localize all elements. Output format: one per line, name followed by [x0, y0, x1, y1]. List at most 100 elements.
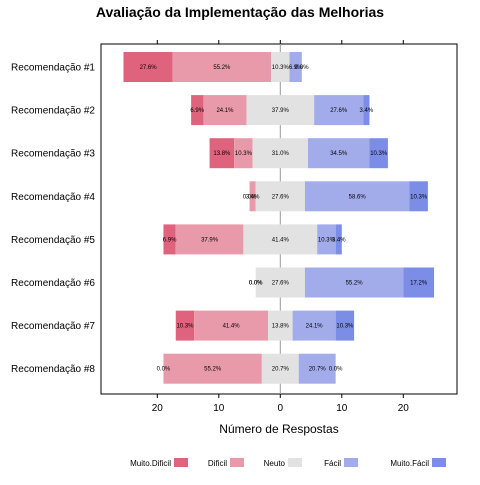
bar-segment — [363, 95, 370, 126]
category-label: Recomendação #3 — [11, 149, 95, 160]
legend-label: Muito.Fácil — [390, 459, 429, 468]
data-label: 10.3% — [235, 151, 253, 157]
data-label: 0.0% — [243, 194, 257, 200]
data-label: 58.6% — [349, 194, 367, 200]
data-label: 3.4% — [246, 194, 260, 200]
data-label: 3.4% — [360, 108, 374, 114]
bar-segment — [261, 353, 299, 384]
category-labels-layer: Recomendação #1 Recomendação #2 Recomendaç… — [11, 63, 95, 376]
legend-label: Dificil — [208, 459, 227, 468]
category-label: Recomendação #4 — [11, 192, 95, 203]
data-label: 10.3% — [410, 194, 428, 200]
category-label: Recomendação #8 — [11, 364, 95, 375]
bar-segment — [246, 95, 315, 126]
data-label: 10.3% — [176, 324, 194, 330]
data-label: 24.1% — [216, 108, 234, 114]
data-label: 41.4% — [223, 324, 241, 330]
bar-segment — [203, 95, 247, 126]
bar-segment — [252, 138, 308, 169]
data-label: 6.9% — [289, 65, 303, 71]
data-label: 27.6% — [330, 108, 348, 114]
data-label: 27.6% — [272, 281, 290, 287]
data-label: 0.0% — [157, 367, 171, 373]
bar-segment — [304, 181, 410, 212]
data-label: 0.0% — [329, 367, 343, 373]
data-label: 34.5% — [330, 151, 348, 157]
data-label: 20.7% — [309, 367, 327, 373]
data-label: 37.9% — [201, 237, 219, 243]
chart-title: Avaliação da Implementação das Melhorias — [96, 4, 384, 20]
bar-segment — [268, 310, 293, 341]
bar-segment — [255, 267, 305, 298]
bar-segment — [172, 52, 272, 82]
data-label: 37.9% — [272, 108, 290, 114]
bar-segment — [317, 224, 336, 255]
data-label: 0.0% — [295, 65, 309, 71]
bar-segment — [292, 310, 336, 341]
data-label: 41.4% — [272, 237, 290, 243]
data-label: 55.2% — [213, 65, 231, 71]
bar-segment — [209, 138, 235, 169]
category-label: Recomendação #1 — [11, 63, 95, 74]
legend-swatch — [230, 458, 244, 467]
legend-swatch — [174, 458, 188, 467]
bar-segment — [307, 138, 370, 169]
bar-segment — [194, 310, 268, 341]
bar-segment — [304, 267, 404, 298]
x-tick-label: 20 — [152, 403, 164, 414]
x-tick-label: 20 — [398, 403, 410, 414]
bar-segment — [175, 224, 244, 255]
data-label: 24.1% — [306, 324, 324, 330]
bar-segment — [249, 181, 256, 212]
data-label: 10.3% — [336, 324, 354, 330]
x-ticks-layer: 20 10 0 10 20 — [152, 40, 410, 414]
bar-segment — [175, 310, 195, 341]
bar-segment — [298, 353, 336, 384]
bar-segment — [243, 224, 318, 255]
x-tick-label: 10 — [336, 403, 348, 414]
bar-segment — [163, 353, 262, 384]
data-label: 13.8% — [213, 151, 231, 157]
bar-segment — [191, 95, 204, 126]
bars-layer — [123, 52, 435, 384]
x-tick-label: 10 — [213, 403, 225, 414]
category-label: Recomendação #2 — [11, 106, 95, 117]
legend-label: Neuto — [264, 459, 286, 468]
bar-segment — [123, 52, 173, 82]
legend-label: Fácil — [324, 459, 341, 468]
bar-segment — [289, 52, 302, 82]
legend-swatch — [288, 458, 302, 467]
data-label: 6.9% — [190, 108, 204, 114]
legend: Muito.Dificil Dificil Neuto Fácil Muito.Fáci… — [130, 458, 446, 468]
x-axis-label: Número de Respostas — [219, 422, 338, 436]
plot-frame — [100, 43, 458, 395]
data-label: 31.0% — [272, 151, 290, 157]
bar-segment — [335, 224, 342, 255]
data-label: 17.2% — [410, 281, 428, 287]
data-label: 6.9% — [163, 237, 177, 243]
data-label: 55.2% — [204, 367, 222, 373]
category-label: Recomendação #7 — [11, 321, 95, 332]
bar-segment — [335, 310, 355, 341]
bar-segment — [234, 138, 253, 169]
bar-segment — [255, 181, 305, 212]
data-label: 10.3% — [318, 237, 336, 243]
bar-segment — [369, 138, 388, 169]
data-label: 10.3% — [370, 151, 388, 157]
data-label: 10.3% — [272, 65, 290, 71]
bar-segment — [314, 95, 364, 126]
bar-segment — [409, 181, 428, 212]
data-label: 55.2% — [346, 281, 364, 287]
legend-swatch — [432, 458, 446, 467]
data-label: 13.8% — [272, 324, 290, 330]
data-label: 0.0% — [249, 281, 263, 287]
bar-segment — [403, 267, 435, 298]
data-label: 27.6% — [272, 194, 290, 200]
x-tick-label: 0 — [278, 403, 284, 414]
legend-label: Muito.Dificil — [130, 459, 171, 468]
bar-segment — [271, 52, 290, 82]
category-label: Recomendação #6 — [11, 278, 95, 289]
legend-swatch — [344, 458, 358, 467]
